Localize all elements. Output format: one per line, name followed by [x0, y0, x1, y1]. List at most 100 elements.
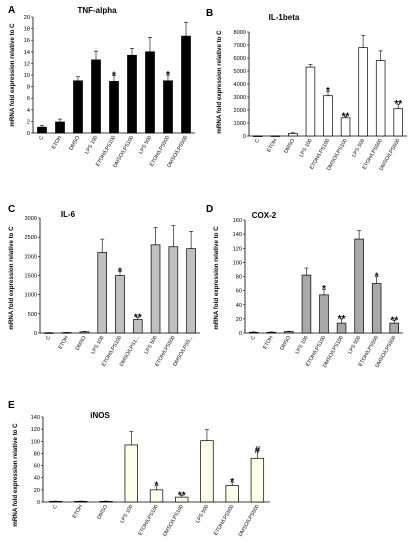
y-tick-label: 40 [34, 476, 40, 482]
y-tick-label: 120 [31, 427, 40, 433]
panel-title: TNF-alpha [77, 6, 117, 15]
y-tick-label: 2 [27, 119, 30, 125]
x-tick-label: DMSO [75, 335, 88, 351]
y-tick-label: 80 [34, 451, 40, 457]
x-tick-label: ETOH/LPS100 [137, 504, 159, 537]
y-tick-label: 7000 [234, 43, 246, 49]
panel-letter: B [206, 8, 213, 19]
significance-label: * [326, 86, 330, 97]
bar [250, 457, 265, 503]
panel-title: IL-6 [61, 210, 76, 219]
bar [48, 501, 63, 503]
significance-label: * [118, 267, 122, 278]
bar [124, 444, 138, 503]
significance-label: * [322, 284, 326, 295]
bar [354, 238, 364, 334]
y-tick-label: 20 [236, 317, 242, 323]
y-tick-label: 6000 [234, 56, 246, 62]
y-tick-label: 0 [243, 134, 246, 140]
x-tick-label: LPS 100 [295, 335, 310, 355]
y-tick-label: 12 [24, 61, 30, 67]
bar [266, 331, 277, 334]
significance-label: ** [134, 313, 142, 324]
bar [73, 80, 83, 134]
panel-title: iNOS [90, 411, 110, 420]
y-tick-label: 0 [34, 331, 37, 337]
x-tick-label: C [254, 138, 261, 144]
y-tick-label: 4000 [234, 82, 246, 88]
bar [115, 275, 125, 334]
x-tick-label: ETOH [51, 135, 63, 151]
x-tick-label: DMSO [68, 135, 81, 151]
significance-label: ** [390, 315, 398, 326]
bar [319, 294, 329, 334]
x-tick-label: ETOH [58, 335, 70, 351]
y-tick-label: 60 [236, 289, 242, 295]
y-tick-label: 1000 [234, 121, 246, 127]
y-tick-label: 160 [233, 218, 242, 224]
x-tick-label: LPS 100 [119, 504, 134, 524]
bar [200, 440, 214, 503]
y-tick-label: 20 [24, 15, 30, 21]
x-tick-label: LPS 500 [347, 335, 362, 355]
panel-title: COX-2 [252, 211, 277, 220]
y-tick-label: 0 [27, 131, 30, 137]
significance-label: * [375, 272, 379, 283]
y-tick-label: 14 [24, 50, 30, 56]
bar [74, 501, 88, 503]
x-tick-label: DMSO [279, 335, 292, 351]
y-axis-label: mRNA fold expression relative to C [213, 226, 220, 330]
y-axis-label: mRNA fold expression relative to C [9, 23, 16, 127]
bar [127, 54, 137, 134]
y-axis-label: mRNA fold expression relative to C [216, 30, 223, 134]
significance-label: * [155, 481, 159, 492]
panel-D: D COX-2 mRNA fold expression relative to C… [206, 204, 403, 369]
significance-label: * [166, 70, 170, 81]
bar [99, 501, 113, 503]
significance-label: # [255, 445, 261, 456]
x-tick-label: DMSO [96, 504, 109, 520]
x-tick-label: ETOH [72, 504, 84, 520]
panel-B: B IL-1beta mRNA fold expression relative t… [206, 8, 407, 172]
y-tick-label: 6 [27, 96, 30, 102]
y-tick-label: 100 [31, 439, 40, 445]
y-tick-label: 1000 [25, 293, 37, 299]
x-tick-label: LPS 100 [299, 138, 314, 158]
y-tick-label: 2000 [25, 254, 37, 260]
bar [149, 489, 164, 503]
bar [168, 246, 179, 334]
x-tick-label: LPS 500 [144, 335, 159, 355]
x-tick-label: DMSO [283, 138, 296, 154]
y-tick-label: 120 [233, 246, 242, 252]
x-tick-label: C [38, 135, 45, 141]
y-tick-label: 20 [34, 488, 40, 494]
x-tick-label: LPS 500 [195, 504, 210, 524]
y-tick-label: 2500 [25, 235, 37, 241]
bar [371, 283, 382, 334]
significance-label: ** [178, 490, 186, 501]
bar [145, 51, 155, 134]
y-tick-label: 140 [233, 232, 242, 238]
x-tick-label: LPS 500 [138, 135, 153, 155]
y-tick-label: 16 [24, 38, 30, 44]
x-tick-label: DMSO/LPS100 [162, 504, 185, 538]
y-tick-label: 500 [28, 312, 37, 318]
y-tick-label: 140 [31, 415, 40, 421]
bar [79, 331, 90, 334]
y-tick-label: 8 [27, 85, 30, 91]
bar [91, 59, 101, 134]
y-axis-label: mRNA fold expression relative to C [8, 226, 15, 330]
bar [284, 331, 294, 334]
y-axis-label: mRNA fold expression relative to C [12, 423, 19, 527]
bar [37, 126, 47, 134]
bar [249, 331, 259, 334]
bar [323, 95, 333, 137]
bar [301, 274, 312, 334]
y-tick-label: 1500 [25, 274, 37, 280]
bar [97, 252, 108, 334]
y-tick-label: 4 [27, 108, 30, 114]
significance-label: * [112, 71, 116, 82]
x-tick-label: C [250, 335, 257, 341]
